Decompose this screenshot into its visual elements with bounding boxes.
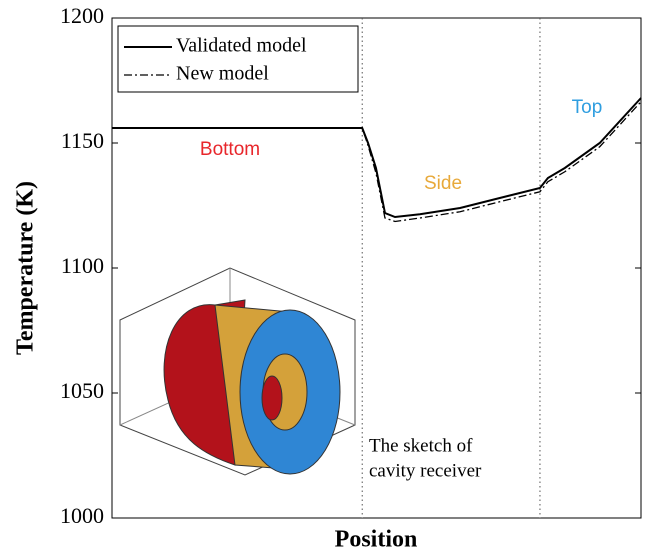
y-axis-label: Temperature (K): [13, 181, 39, 355]
region-label: Bottom: [200, 139, 260, 160]
annotation: cavity receiver: [369, 460, 482, 481]
legend-label: Validated model: [176, 35, 307, 57]
series-line: [112, 98, 641, 217]
region-label: Top: [572, 97, 603, 118]
y-tick-label: 1100: [61, 253, 104, 278]
y-tick-label: 1200: [60, 3, 104, 28]
chart: Position Temperature (K) 1000 1050 1100 115…: [0, 0, 648, 558]
x-axis-label: Position: [335, 527, 418, 553]
region-label: Side: [424, 173, 462, 194]
y-tick-label: 1000: [60, 503, 104, 528]
y-tick-label: 1150: [61, 128, 104, 153]
y-tick-label: 1050: [60, 378, 104, 403]
series-line: [112, 102, 641, 222]
legend-label: New model: [176, 63, 269, 85]
annotation: The sketch of: [369, 435, 473, 456]
receiver-sketch: [120, 268, 355, 475]
